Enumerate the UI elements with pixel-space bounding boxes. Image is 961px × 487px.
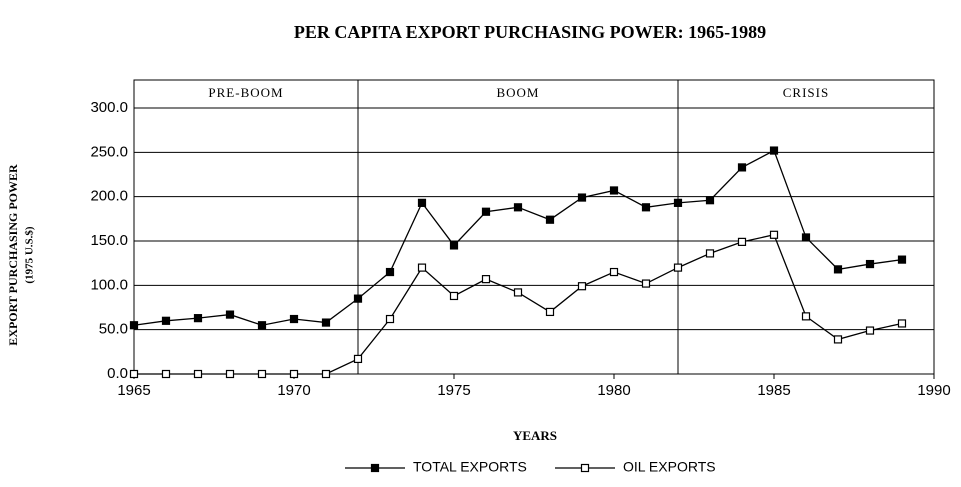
marker bbox=[865, 259, 875, 269]
marker bbox=[225, 369, 235, 379]
marker bbox=[737, 163, 747, 172]
y-tick-label: 150.0 bbox=[90, 232, 128, 249]
marker bbox=[449, 241, 459, 250]
marker bbox=[801, 312, 811, 321]
marker bbox=[417, 263, 427, 272]
marker bbox=[353, 354, 363, 364]
y-tick-label: 50.0 bbox=[99, 321, 128, 338]
marker bbox=[385, 267, 395, 277]
marker bbox=[289, 314, 299, 324]
marker bbox=[353, 294, 363, 303]
marker bbox=[801, 233, 811, 242]
marker bbox=[865, 326, 875, 335]
marker bbox=[673, 263, 683, 272]
marker bbox=[609, 267, 619, 277]
chart-title: PER CAPITA EXPORT PURCHASING POWER: 1965… bbox=[294, 22, 766, 42]
marker bbox=[833, 335, 843, 344]
marker bbox=[897, 255, 907, 264]
x-axis-label: YEARS bbox=[513, 428, 557, 443]
marker bbox=[641, 203, 651, 212]
series-line bbox=[133, 149, 903, 326]
marker bbox=[417, 198, 427, 207]
marker bbox=[257, 321, 267, 330]
period-label: BOOM bbox=[496, 85, 539, 100]
marker bbox=[737, 237, 747, 246]
x-tick-label: 1980 bbox=[597, 382, 630, 399]
marker bbox=[129, 369, 139, 379]
marker bbox=[385, 314, 395, 324]
marker bbox=[545, 215, 555, 224]
marker bbox=[481, 207, 491, 216]
marker bbox=[673, 198, 683, 207]
marker bbox=[321, 369, 331, 379]
marker bbox=[513, 203, 523, 212]
marker bbox=[225, 310, 235, 319]
x-tick-label: 1990 bbox=[917, 382, 950, 399]
y-tick-label: 0.0 bbox=[107, 365, 128, 382]
plot-frame bbox=[133, 79, 935, 375]
marker bbox=[129, 321, 139, 330]
marker bbox=[705, 196, 715, 205]
legend-label: TOTAL EXPORTS bbox=[413, 459, 527, 475]
marker bbox=[833, 265, 843, 274]
legend-label: OIL EXPORTS bbox=[623, 459, 716, 475]
y-tick-label: 300.0 bbox=[90, 99, 128, 116]
marker bbox=[289, 369, 299, 379]
legend-marker bbox=[370, 463, 380, 473]
marker bbox=[321, 318, 331, 327]
marker bbox=[545, 307, 555, 317]
x-tick-label: 1965 bbox=[117, 382, 150, 399]
marker bbox=[193, 314, 203, 323]
marker bbox=[609, 186, 619, 195]
y-axis-label: EXPORT PURCHASING POWER bbox=[6, 164, 20, 346]
marker bbox=[897, 319, 907, 328]
period-label: PRE-BOOM bbox=[208, 85, 283, 100]
marker bbox=[257, 369, 267, 379]
marker bbox=[161, 369, 171, 379]
marker bbox=[481, 275, 491, 284]
marker bbox=[577, 282, 587, 291]
marker bbox=[769, 146, 779, 155]
marker bbox=[161, 316, 171, 325]
x-tick-label: 1985 bbox=[757, 382, 790, 399]
y-tick-label: 200.0 bbox=[90, 188, 128, 205]
marker bbox=[513, 288, 523, 297]
marker bbox=[193, 369, 203, 379]
marker bbox=[769, 230, 779, 239]
y-axis-sublabel: (1975 U.S.$) bbox=[24, 226, 36, 283]
marker bbox=[577, 193, 587, 202]
legend-marker bbox=[580, 463, 590, 473]
series-line bbox=[134, 234, 903, 375]
marker bbox=[705, 249, 715, 258]
x-tick-label: 1975 bbox=[437, 382, 470, 399]
marker bbox=[449, 291, 459, 301]
marker bbox=[641, 279, 651, 288]
y-tick-label: 250.0 bbox=[90, 143, 128, 160]
x-tick-label: 1970 bbox=[277, 382, 310, 399]
y-tick-label: 100.0 bbox=[90, 276, 128, 293]
period-label: CRISIS bbox=[783, 85, 829, 100]
